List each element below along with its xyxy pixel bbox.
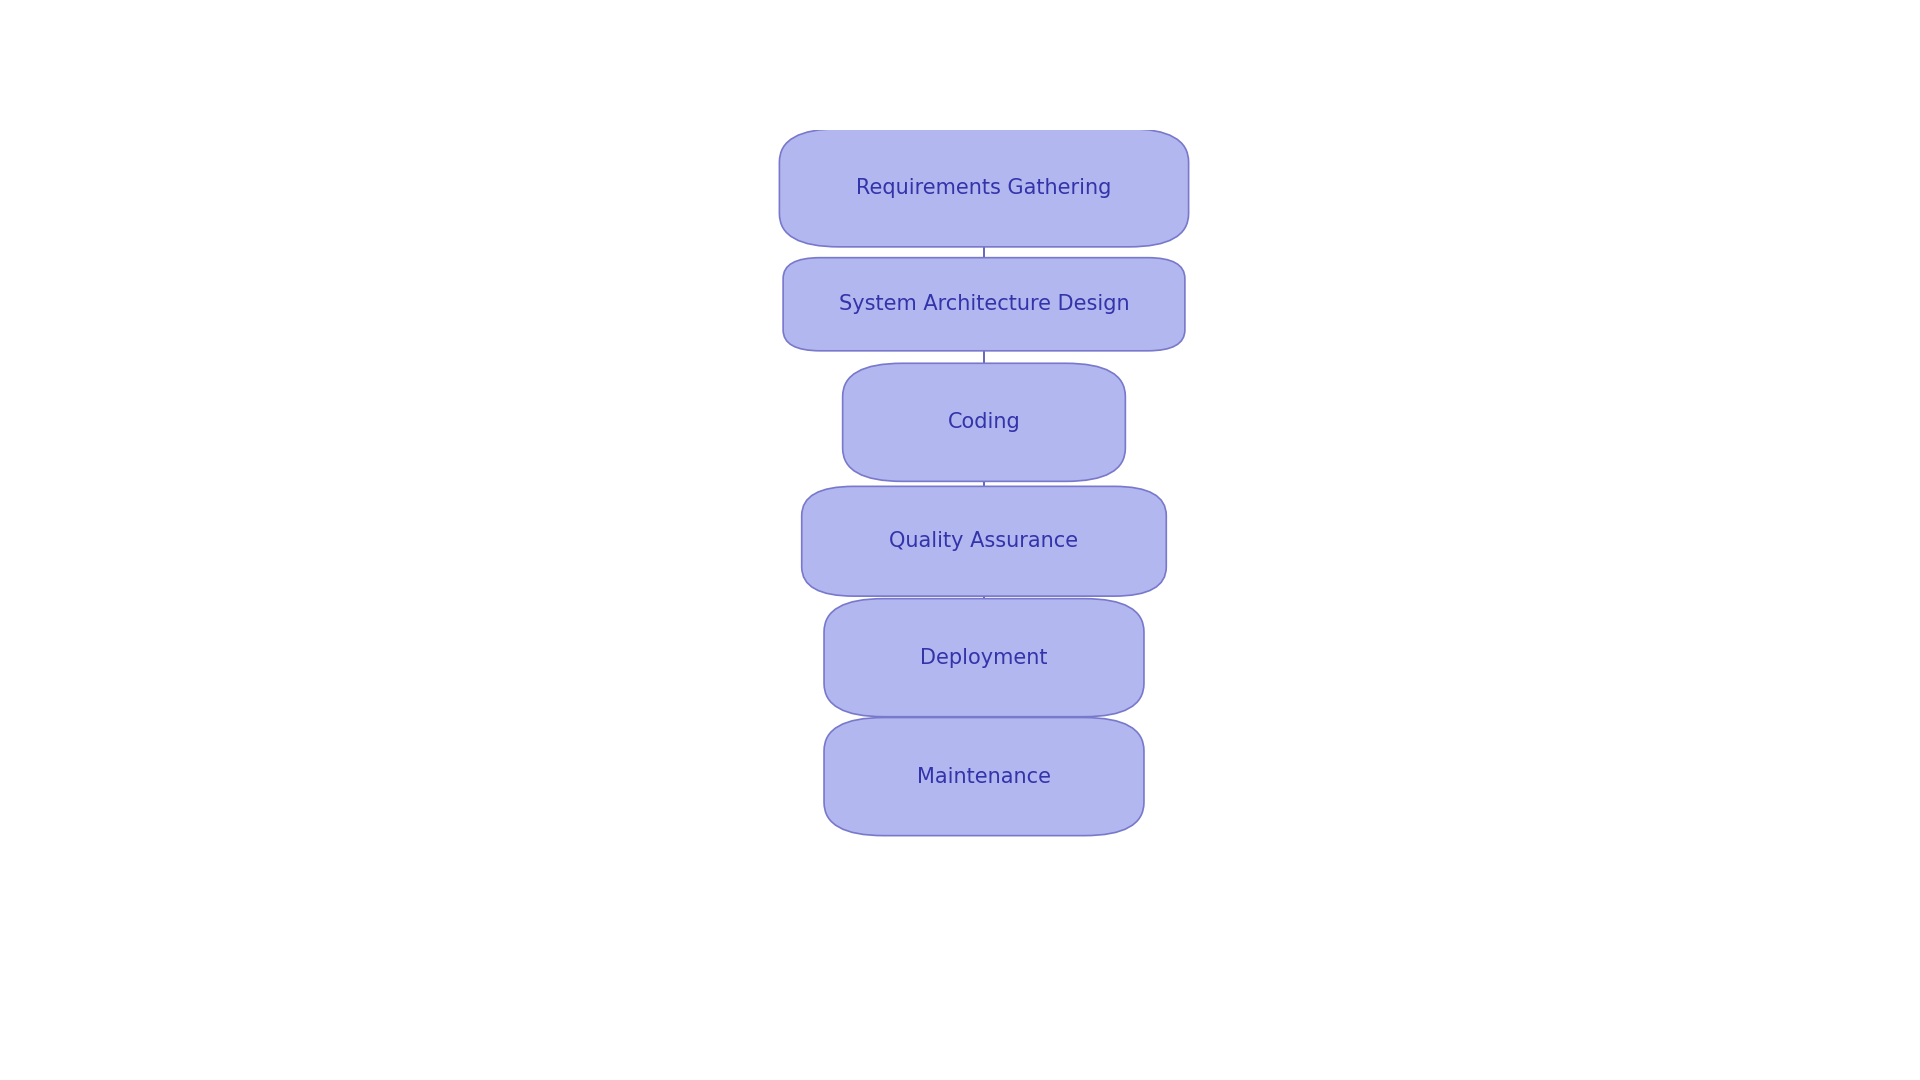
Text: Requirements Gathering: Requirements Gathering: [856, 178, 1112, 198]
Text: Deployment: Deployment: [920, 648, 1048, 667]
FancyBboxPatch shape: [780, 129, 1188, 247]
Text: Quality Assurance: Quality Assurance: [889, 531, 1079, 551]
Text: Maintenance: Maintenance: [918, 767, 1050, 786]
FancyBboxPatch shape: [783, 258, 1185, 351]
Text: Coding: Coding: [948, 413, 1020, 432]
FancyBboxPatch shape: [824, 598, 1144, 717]
Text: System Architecture Design: System Architecture Design: [839, 294, 1129, 314]
FancyBboxPatch shape: [803, 486, 1165, 596]
FancyBboxPatch shape: [824, 717, 1144, 836]
FancyBboxPatch shape: [843, 363, 1125, 482]
